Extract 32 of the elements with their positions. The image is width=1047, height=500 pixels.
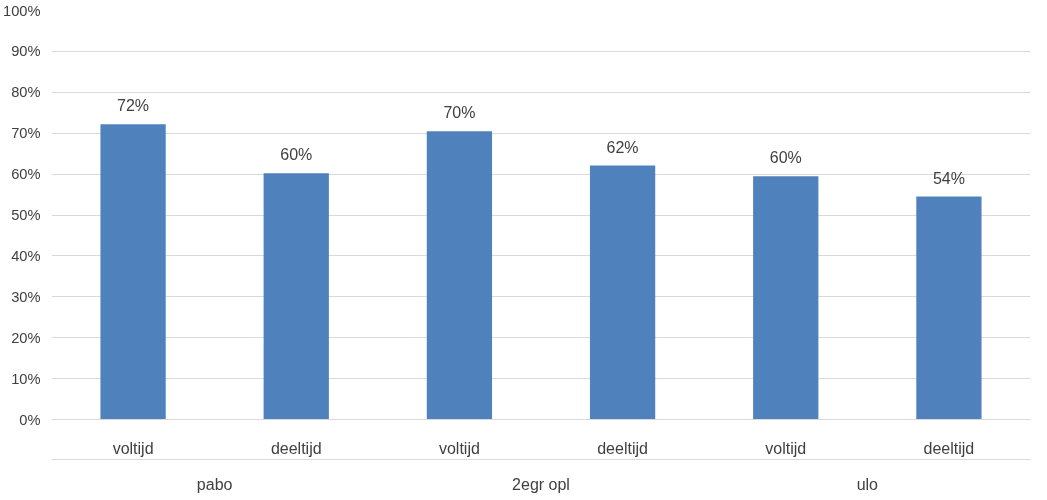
bar (916, 196, 982, 420)
y-tick-label: 70% (11, 125, 41, 142)
x-tick-label: voltijd (438, 439, 480, 457)
text: 2egr opl (512, 475, 570, 493)
x-tick-label: voltijd (112, 439, 154, 457)
data-label: 60% (769, 149, 802, 167)
data-label: 70% (443, 104, 476, 122)
data-label: 54% (932, 169, 965, 187)
y-tick-label: 40% (11, 247, 41, 264)
y-tick-label: 60% (11, 166, 41, 183)
x-tick-label: voltijd (765, 439, 807, 457)
x-tick-label: deeltijd (923, 439, 975, 457)
text: pabo (196, 475, 233, 493)
y-tick-label: 50% (11, 207, 41, 223)
y-tick-label: 100% (3, 2, 41, 19)
text: ulo (856, 475, 879, 493)
bar (426, 131, 493, 420)
x-tick-label: deeltijd (597, 439, 648, 457)
bar (263, 173, 329, 420)
y-tick-label: 20% (11, 329, 41, 346)
data-label: 62% (606, 138, 639, 156)
y-tick-label: 0% (19, 411, 41, 428)
data-label: 72% (117, 97, 150, 115)
y-tick-label: 90% (11, 43, 41, 60)
bar (589, 165, 656, 420)
y-tick-label: 10% (11, 370, 41, 387)
y-tick-label: 30% (11, 288, 41, 305)
data-label: 60% (280, 146, 313, 164)
x-tick-label: deeltijd (270, 439, 322, 457)
bar (100, 124, 166, 420)
y-tick-label: 80% (11, 84, 41, 101)
bar (753, 176, 819, 420)
